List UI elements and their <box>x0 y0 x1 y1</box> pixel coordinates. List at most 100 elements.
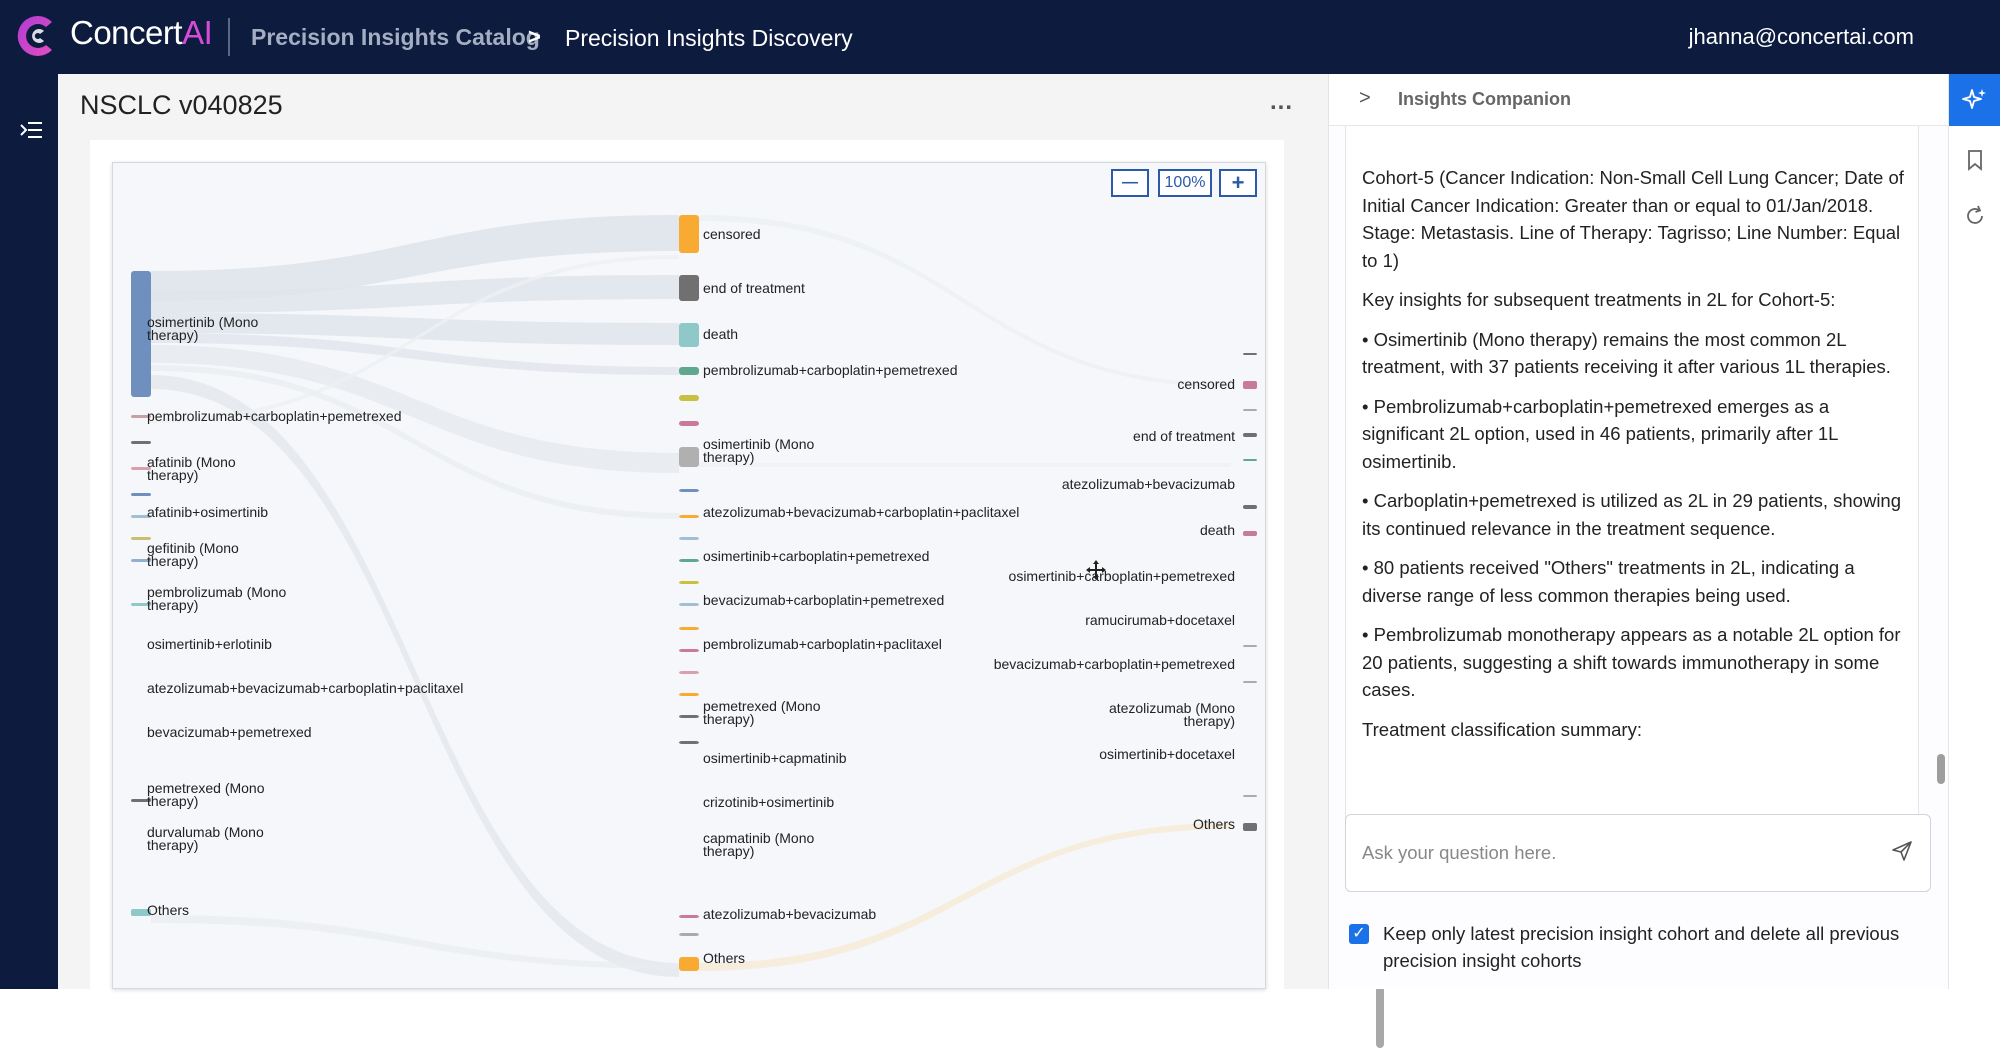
sankey-label-col1[interactable]: bevacizumab+pemetrexed <box>147 724 312 740</box>
sankey-node[interactable] <box>679 627 699 630</box>
sankey-node[interactable] <box>131 515 151 518</box>
sankey-node[interactable] <box>679 957 699 971</box>
sankey-label-col1[interactable]: pembrolizumab+carboplatin+pemetrexed <box>147 408 401 424</box>
sankey-node[interactable] <box>679 741 699 744</box>
zoom-out-button[interactable]: — <box>1111 169 1149 197</box>
user-email[interactable]: jhanna@concertai.com <box>1688 24 1914 49</box>
sankey-node[interactable] <box>1243 433 1257 437</box>
expand-menu-icon[interactable] <box>20 120 42 140</box>
sankey-node[interactable] <box>131 559 151 562</box>
sankey-node[interactable] <box>679 515 699 518</box>
sankey-node[interactable] <box>1243 795 1257 797</box>
sankey-node[interactable] <box>679 915 699 918</box>
sankey-node[interactable] <box>1243 823 1257 831</box>
sankey-flow[interactable] <box>699 823 1231 971</box>
ask-question-input[interactable]: Ask your question here. <box>1345 814 1931 892</box>
sankey-label-col3[interactable]: death <box>1200 522 1235 538</box>
refresh-icon[interactable] <box>1963 204 1987 228</box>
sankey-label-col2[interactable]: atezolizumab+bevacizumab <box>703 906 876 922</box>
sankey-node[interactable] <box>679 715 699 718</box>
sankey-node[interactable] <box>679 421 699 426</box>
sankey-node[interactable] <box>679 323 699 347</box>
sankey-node[interactable] <box>1243 353 1257 355</box>
sankey-label-col1[interactable]: gefitinib (Mono therapy) <box>147 540 239 569</box>
keep-latest-checkbox[interactable]: ✓ <box>1349 924 1369 944</box>
sankey-label-col2[interactable]: end of treatment <box>703 280 805 296</box>
sankey-flow[interactable] <box>151 365 679 519</box>
sankey-node[interactable] <box>1243 459 1257 461</box>
ai-assistant-button[interactable] <box>1949 74 2000 126</box>
sankey-node[interactable] <box>131 909 151 916</box>
sankey-node[interactable] <box>1243 645 1257 647</box>
sankey-label-col1[interactable]: osimertinib+erlotinib <box>147 636 272 652</box>
sankey-flow[interactable] <box>151 345 679 473</box>
sankey-label-col2[interactable]: osimertinib+capmatinib <box>703 750 847 766</box>
sankey-label-col2[interactable]: osimertinib+carboplatin+pemetrexed <box>703 548 929 564</box>
sankey-label-col2[interactable]: censored <box>703 226 761 242</box>
sankey-node[interactable] <box>131 271 151 397</box>
sankey-flow[interactable] <box>151 333 679 375</box>
sankey-label-col2[interactable]: pembrolizumab+carboplatin+pemetrexed <box>703 362 957 378</box>
sankey-node[interactable] <box>679 215 699 253</box>
sankey-label-col3[interactable]: osimertinib+docetaxel <box>1099 746 1235 762</box>
send-icon[interactable] <box>1890 839 1914 863</box>
sankey-label-col2[interactable]: atezolizumab+bevacizumab+carboplatin+pac… <box>703 504 1019 520</box>
sankey-node[interactable] <box>679 581 699 584</box>
sankey-node[interactable] <box>679 395 699 401</box>
sankey-flow[interactable] <box>151 255 679 423</box>
concertai-logo-icon[interactable] <box>12 12 60 60</box>
sankey-label-col1[interactable]: pembrolizumab (Mono therapy) <box>147 584 286 613</box>
sankey-label-col3[interactable]: Others <box>1193 816 1235 832</box>
sankey-label-col2[interactable]: crizotinib+osimertinib <box>703 794 834 810</box>
sankey-flow[interactable] <box>699 463 1231 467</box>
sankey-label-col3[interactable]: atezolizumab+bevacizumab <box>1062 476 1235 492</box>
sankey-node[interactable] <box>679 367 699 375</box>
sankey-label-col2[interactable]: pemetrexed (Mono therapy) <box>703 698 821 727</box>
sankey-label-col3[interactable]: end of treatment <box>1133 428 1235 444</box>
sankey-node[interactable] <box>679 649 699 652</box>
breadcrumb-catalog-link[interactable]: Precision Insights Catalog <box>251 24 540 50</box>
sankey-node[interactable] <box>679 447 699 467</box>
sankey-node[interactable] <box>131 537 151 540</box>
collapse-chevron-icon[interactable]: > <box>1359 87 1371 109</box>
sankey-flow[interactable] <box>151 275 679 313</box>
sankey-node[interactable] <box>679 559 699 562</box>
companion-scrollbar[interactable] <box>1937 754 1945 784</box>
sankey-node[interactable] <box>679 603 699 606</box>
bookmark-icon[interactable] <box>1963 148 1987 172</box>
sankey-label-col3[interactable]: atezolizumab (Mono therapy) <box>1109 700 1235 729</box>
sankey-flow[interactable] <box>151 313 679 345</box>
sankey-node[interactable] <box>679 489 699 492</box>
sankey-label-col1[interactable]: afatinib+osimertinib <box>147 504 268 520</box>
sankey-node[interactable] <box>679 693 699 696</box>
sankey-label-col2[interactable]: bevacizumab+carboplatin+pemetrexed <box>703 592 944 608</box>
more-options-icon[interactable]: ... <box>1270 88 1294 115</box>
sankey-node[interactable] <box>1243 531 1257 536</box>
sankey-node[interactable] <box>679 933 699 936</box>
sankey-flow[interactable] <box>151 375 679 977</box>
sankey-node[interactable] <box>131 493 151 496</box>
sankey-node[interactable] <box>679 671 699 674</box>
sankey-label-col2[interactable]: osimertinib (Mono therapy) <box>703 436 814 465</box>
sankey-node[interactable] <box>1243 381 1257 389</box>
sankey-label-col2[interactable]: pembrolizumab+carboplatin+paclitaxel <box>703 636 942 652</box>
sankey-chart[interactable]: osimertinib (Mono therapy) pembrolizumab+c… <box>112 162 1266 989</box>
sankey-flow[interactable] <box>151 915 679 969</box>
sankey-label-col1[interactable]: pemetrexed (Mono therapy) <box>147 780 265 809</box>
zoom-in-button[interactable]: + <box>1219 169 1257 197</box>
sankey-node[interactable] <box>131 415 151 418</box>
main-scrollbar[interactable] <box>1376 986 1384 1048</box>
sankey-node[interactable] <box>131 603 151 606</box>
sankey-node[interactable] <box>131 467 151 470</box>
sankey-label-col2[interactable]: death <box>703 326 738 342</box>
sankey-label-col3[interactable]: censored <box>1177 376 1235 392</box>
sankey-flow[interactable] <box>699 215 1231 387</box>
sankey-label-col2[interactable]: Others <box>703 950 745 966</box>
sankey-node[interactable] <box>131 441 151 444</box>
sankey-label-col3[interactable]: osimertinib+carboplatin+pemetrexed <box>1009 568 1235 584</box>
sankey-label-col1[interactable]: osimertinib (Mono therapy) <box>147 314 258 343</box>
companion-messages[interactable]: Cohort-5 (Cancer Indication: Non-Small C… <box>1345 126 1919 870</box>
sankey-node[interactable] <box>1243 681 1257 683</box>
sankey-node[interactable] <box>1243 505 1257 509</box>
sankey-node[interactable] <box>131 799 151 802</box>
